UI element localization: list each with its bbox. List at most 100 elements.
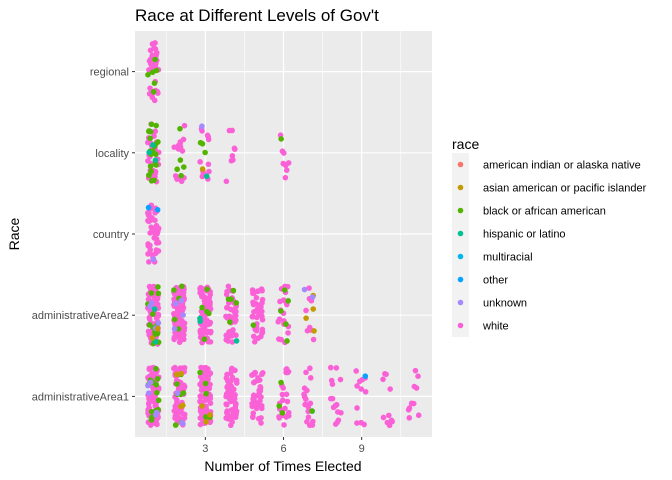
data-point: [233, 338, 240, 344]
data-point: [354, 420, 360, 426]
data-point: [380, 376, 386, 383]
data-point: [152, 151, 159, 158]
data-point: [198, 285, 204, 292]
data-point: [147, 47, 154, 54]
data-point: [178, 297, 185, 304]
data-point: [200, 375, 207, 382]
y-tick-label: regional: [90, 67, 129, 79]
y-axis-ticks: administrativeArea1 administrativeArea2 co…: [32, 67, 135, 403]
data-point: [173, 371, 180, 378]
data-point: [203, 173, 210, 180]
data-point: [310, 336, 317, 343]
data-point: [155, 290, 162, 297]
data-point: [148, 168, 154, 175]
data-point: [181, 122, 188, 129]
data-point: [282, 162, 289, 169]
data-point: [384, 419, 391, 426]
data-point: [329, 381, 336, 388]
data-point: [358, 386, 365, 392]
data-point: [250, 290, 256, 297]
data-point: [258, 304, 264, 310]
data-point: [150, 88, 157, 95]
data-point: [171, 316, 178, 323]
data-point: [333, 401, 340, 408]
data-point: [258, 415, 264, 421]
data-point: [335, 417, 342, 423]
data-point: [175, 142, 182, 149]
legend: race american indian or alaska native asi…: [452, 136, 647, 337]
data-point: [333, 365, 340, 371]
data-point: [250, 322, 257, 328]
data-point: [251, 379, 258, 385]
data-point: [285, 330, 291, 336]
data-point: [179, 283, 185, 290]
data-point: [387, 386, 393, 392]
data-point: [283, 366, 290, 372]
data-point: [178, 403, 184, 410]
data-point: [149, 52, 156, 59]
data-point: [179, 419, 185, 426]
data-point: [255, 335, 261, 341]
data-point: [309, 422, 316, 428]
data-point: [338, 410, 344, 416]
data-point: [150, 256, 157, 263]
data-point: [172, 300, 179, 307]
data-point: [207, 412, 213, 418]
legend-label: multiracial: [483, 252, 533, 264]
data-point: [233, 317, 239, 324]
y-tick-label: administrativeArea2: [32, 310, 129, 322]
data-point: [147, 128, 154, 135]
data-point: [276, 403, 283, 409]
data-point: [276, 336, 282, 342]
data-point: [199, 304, 205, 311]
legend-swatch: [457, 184, 464, 191]
data-point: [178, 172, 184, 179]
data-point: [311, 328, 317, 334]
data-point: [147, 379, 154, 386]
data-point: [152, 128, 159, 135]
data-point: [223, 401, 229, 407]
data-point: [147, 242, 153, 249]
data-point: [180, 136, 187, 143]
data-point: [150, 142, 156, 148]
y-tick-label: locality: [95, 148, 129, 160]
data-point: [279, 410, 286, 416]
legend-swatch: [457, 276, 464, 283]
data-point: [329, 395, 336, 402]
data-point: [281, 287, 288, 293]
legend-label: asian american or pacific islander: [483, 183, 647, 195]
data-point: [304, 418, 310, 425]
legend-label: black or african american: [483, 206, 606, 218]
data-point: [229, 153, 236, 159]
data-point: [301, 385, 308, 391]
data-point: [149, 63, 155, 69]
data-point: [258, 394, 264, 400]
data-point: [226, 396, 233, 402]
data-point: [178, 370, 184, 377]
data-point: [354, 383, 360, 389]
data-point: [207, 400, 214, 406]
data-point: [332, 421, 339, 427]
data-point: [205, 134, 212, 140]
data-point: [203, 390, 209, 397]
data-point: [155, 397, 162, 404]
legend-swatch: [457, 299, 464, 306]
data-point: [151, 177, 157, 184]
y-tick-label: administrativeArea1: [32, 391, 129, 403]
data-point: [197, 330, 204, 337]
data-point: [197, 393, 204, 399]
data-point: [147, 303, 153, 310]
data-point: [155, 139, 161, 145]
data-point: [197, 159, 203, 165]
data-point: [362, 388, 369, 395]
data-point: [281, 150, 287, 156]
data-point: [204, 286, 210, 293]
data-point: [361, 421, 367, 428]
x-tick-label: 3: [202, 443, 208, 455]
x-tick-label: 6: [280, 443, 286, 455]
data-point: [229, 365, 235, 372]
data-point: [250, 371, 256, 378]
data-point: [278, 379, 284, 386]
data-point: [251, 309, 257, 315]
